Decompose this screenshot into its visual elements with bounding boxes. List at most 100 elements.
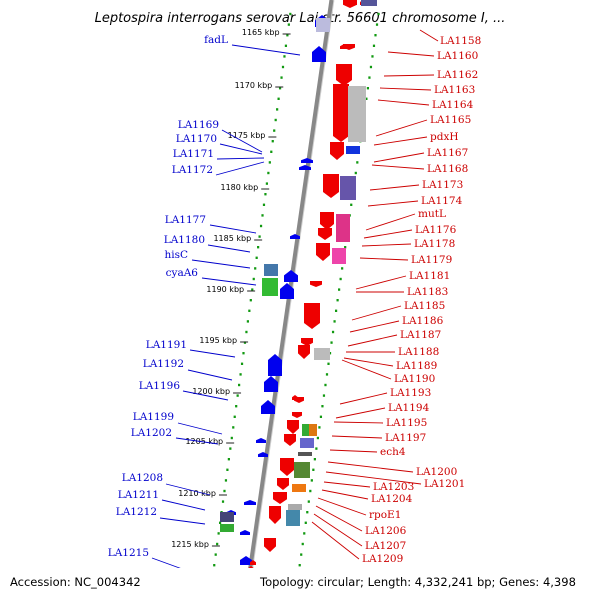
right-track-dot bbox=[368, 76, 371, 79]
left-track-dot bbox=[265, 182, 269, 185]
right-track-dot bbox=[356, 161, 359, 164]
left-gene-label: LA1170 bbox=[176, 133, 217, 145]
left-track-dot bbox=[280, 76, 283, 79]
right-gene-label: LA1195 bbox=[386, 417, 427, 429]
forward-gene bbox=[323, 174, 339, 198]
right-track-dot bbox=[369, 65, 373, 69]
right-gene-label: LA1200 bbox=[416, 466, 457, 478]
annotation-block bbox=[300, 438, 314, 448]
right-gene-label: LA1158 bbox=[440, 35, 481, 47]
right-track-dot bbox=[327, 362, 330, 365]
right-gene-label: LA1185 bbox=[404, 300, 445, 312]
right-track-dot bbox=[354, 171, 357, 175]
left-label-leader bbox=[215, 161, 265, 176]
right-label-leader bbox=[365, 213, 416, 231]
left-track-dot bbox=[233, 415, 236, 418]
scale-label: 1180 kbp bbox=[220, 183, 258, 192]
forward-gene bbox=[280, 458, 294, 476]
right-track-dot bbox=[330, 341, 333, 344]
right-gene-label: rpoE1 bbox=[369, 509, 401, 521]
right-label-leader bbox=[343, 357, 394, 367]
right-label-leader bbox=[325, 471, 422, 485]
annotation-block bbox=[288, 504, 302, 510]
right-label-leader bbox=[335, 407, 386, 419]
left-track-dot bbox=[217, 532, 220, 535]
left-label-leader bbox=[159, 517, 206, 525]
right-track-dot bbox=[350, 203, 353, 206]
right-track-dot bbox=[324, 383, 327, 387]
right-track-dot bbox=[318, 426, 321, 429]
forward-gene bbox=[318, 228, 332, 240]
left-track-dot bbox=[281, 65, 285, 69]
right-gene-label: LA1209 bbox=[362, 553, 403, 565]
right-gene-label: LA1194 bbox=[388, 402, 430, 414]
right-label-leader bbox=[351, 305, 402, 321]
right-track-dot bbox=[338, 288, 341, 291]
left-track-dot bbox=[216, 542, 219, 546]
right-label-leader bbox=[383, 74, 435, 77]
annotation-block bbox=[346, 146, 360, 154]
left-gene-label: LA1211 bbox=[118, 489, 159, 501]
right-gene-label: LA1186 bbox=[402, 315, 444, 327]
forward-gene bbox=[264, 538, 276, 552]
right-gene-label: LA1176 bbox=[415, 224, 457, 236]
right-label-leader bbox=[371, 164, 425, 170]
left-gene-label: fadL bbox=[204, 34, 228, 46]
left-gene-label: LA1199 bbox=[133, 411, 174, 423]
forward-gene bbox=[298, 345, 310, 359]
annotation-block bbox=[262, 278, 278, 296]
small-forward-gene bbox=[331, 143, 337, 148]
right-label-leader bbox=[387, 51, 435, 57]
right-label-leader bbox=[323, 481, 371, 488]
left-track-dot bbox=[230, 436, 233, 440]
right-label-leader bbox=[329, 449, 378, 453]
right-label-leader bbox=[373, 136, 428, 146]
annotation-block bbox=[220, 524, 234, 532]
right-label-leader bbox=[321, 489, 369, 500]
scale-label: 1215 kbp bbox=[171, 540, 209, 549]
small-reverse-gene bbox=[244, 500, 256, 505]
right-label-leader bbox=[311, 521, 360, 560]
left-label-leader bbox=[231, 44, 301, 56]
right-track-dot bbox=[307, 500, 310, 503]
scale-label: 1205 kbp bbox=[185, 437, 223, 446]
left-label-leader bbox=[165, 483, 211, 496]
right-track-dot bbox=[374, 34, 377, 37]
left-track-dot bbox=[278, 87, 282, 90]
annotation-block bbox=[340, 176, 356, 200]
right-label-leader bbox=[339, 392, 388, 405]
label-leaders bbox=[151, 29, 439, 575]
sequence-axis bbox=[243, 0, 334, 600]
right-label-leader bbox=[317, 497, 367, 516]
left-track-dot bbox=[270, 150, 273, 153]
footer-backdrop bbox=[0, 568, 600, 600]
left-gene-label: cyaA6 bbox=[166, 267, 199, 279]
left-track-dot bbox=[232, 426, 235, 429]
right-label-leader bbox=[341, 359, 392, 380]
left-track-dot bbox=[264, 193, 267, 196]
left-track-dot bbox=[284, 44, 288, 47]
left-track-dot bbox=[276, 108, 279, 111]
right-label-leader bbox=[313, 513, 363, 547]
right-label-leader bbox=[347, 334, 398, 347]
left-gene-label: LA1192 bbox=[143, 358, 184, 370]
reverse-gene bbox=[264, 376, 278, 392]
right-gene-label: LA1204 bbox=[371, 493, 413, 505]
forward-gene bbox=[292, 412, 302, 418]
right-gene-label: ech4 bbox=[380, 446, 406, 458]
small-forward-gene bbox=[353, 0, 357, 5]
left-gene-label: LA1180 bbox=[164, 234, 205, 246]
right-label-leader bbox=[359, 257, 409, 261]
right-gene-label: LA1201 bbox=[424, 478, 465, 490]
left-gene-label: LA1196 bbox=[139, 380, 181, 392]
scale-label: 1195 kbp bbox=[199, 336, 237, 345]
reverse-gene bbox=[240, 556, 252, 565]
left-gene-label: hisC bbox=[164, 249, 188, 261]
right-label-leader bbox=[369, 184, 420, 191]
left-track-dot bbox=[238, 383, 241, 387]
left-gene-label: LA1171 bbox=[173, 148, 214, 160]
right-label-leader bbox=[373, 152, 425, 163]
reverse-gene bbox=[280, 283, 294, 299]
left-gene-label: LA1215 bbox=[108, 547, 149, 559]
